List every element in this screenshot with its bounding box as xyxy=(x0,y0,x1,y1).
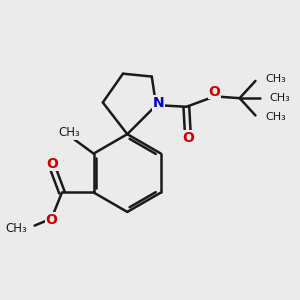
Text: CH₃: CH₃ xyxy=(59,126,81,139)
Text: N: N xyxy=(153,96,164,110)
Text: O: O xyxy=(46,213,58,227)
Text: O: O xyxy=(46,157,58,171)
Text: O: O xyxy=(182,131,194,145)
Text: CH₃: CH₃ xyxy=(266,112,286,122)
Text: CH₃: CH₃ xyxy=(270,93,291,103)
Text: O: O xyxy=(208,85,220,98)
Text: CH₃: CH₃ xyxy=(6,222,27,235)
Text: CH₃: CH₃ xyxy=(266,74,286,84)
